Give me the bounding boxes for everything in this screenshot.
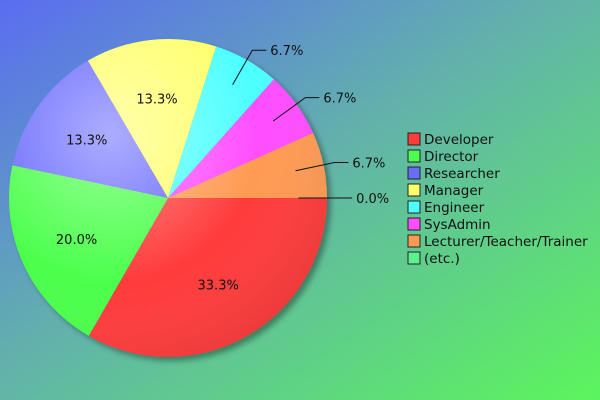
pie-slices [8, 39, 327, 357]
slice-label-developer: 33.3% [198, 279, 239, 294]
legend-swatch-developer [407, 132, 421, 146]
legend-label-director: Director [424, 149, 479, 165]
slice-label-researcher: 13.3% [66, 133, 107, 148]
legend-swatch-manager [407, 183, 421, 197]
slice-label-manager: 13.3% [136, 92, 177, 107]
legend-swatch-researcher [407, 166, 421, 180]
legend-swatch-engineer [407, 200, 421, 214]
leader-lines [232, 49, 353, 199]
legend: DeveloperDirectorResearcherManagerEngine… [407, 132, 588, 267]
legend-swatch-etc [407, 251, 421, 265]
slice-label-etc: 0.0% [356, 192, 389, 207]
slice-label-engineer: 6.7% [270, 44, 303, 59]
legend-label-researcher: Researcher [424, 166, 500, 182]
slice-label-lecturer-teacher-trainer: 6.7% [352, 156, 385, 171]
legend-label-etc: (etc.) [424, 251, 460, 267]
legend-label-engineer: Engineer [424, 200, 485, 216]
leader-line-engineer [232, 49, 267, 85]
legend-label-developer: Developer [424, 132, 494, 148]
legend-swatch-sysadmin [407, 217, 421, 231]
legend-swatch-director [407, 149, 421, 163]
slice-labels: 33.3% 20.0% 13.3% 13.3% 6.7% 6.7% 6.7% 0.0% [56, 44, 389, 293]
legend-label-lecturer-teacher-trainer: Lecturer/Teacher/Trainer [424, 234, 588, 250]
leader-line-lecturer-teacher-trainer [295, 161, 349, 172]
legend-label-manager: Manager [424, 183, 484, 199]
leader-line-sysadmin [272, 97, 320, 122]
legend-swatch-lecturer-teacher-trainer [407, 234, 421, 248]
slice-label-sysadmin: 6.7% [323, 92, 356, 107]
slice-label-director: 20.0% [56, 233, 97, 248]
legend-label-sysadmin: SysAdmin [424, 217, 491, 233]
